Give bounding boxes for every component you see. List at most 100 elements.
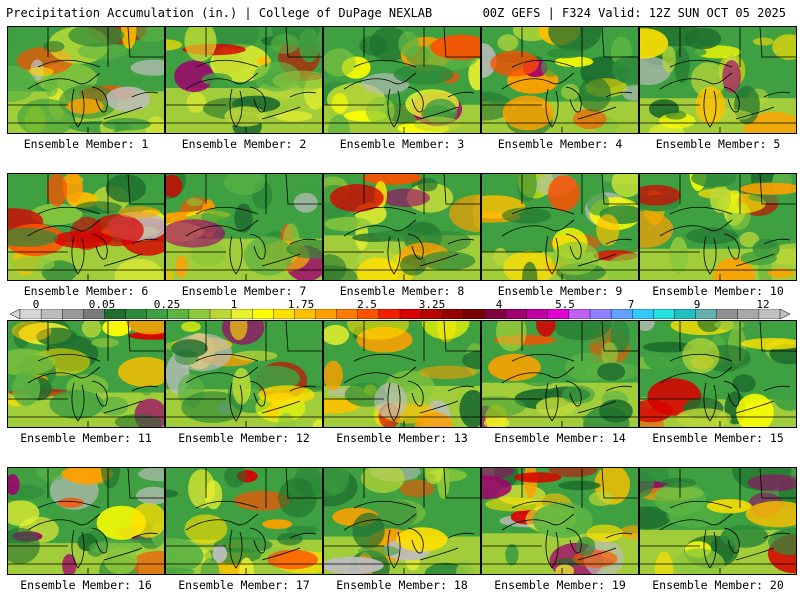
ensemble-member-label: Ensemble Member: 14 (494, 431, 626, 445)
precip-map (8, 321, 164, 427)
ensemble-member-label: Ensemble Member: 11 (20, 431, 152, 445)
ensemble-member-map (323, 320, 481, 428)
ensemble-member-map (7, 26, 165, 134)
colorbar-tick-label: 12 (756, 298, 770, 311)
colorbar-min-arrow (10, 309, 21, 319)
colorbar-segment (442, 309, 464, 319)
colorbar-segment (315, 309, 338, 319)
colorbar-segment (758, 309, 781, 319)
ensemble-member-label: Ensemble Member: 17 (178, 578, 310, 592)
header: Precipitation Accumulation (in.) | Colle… (0, 0, 800, 24)
ensemble-member-label: Ensemble Member: 15 (652, 431, 784, 445)
precip-map (640, 27, 796, 133)
ensemble-member-map (323, 26, 481, 134)
ensemble-member-map (639, 26, 797, 134)
colorbar-segment (484, 309, 507, 319)
colorbar (10, 309, 790, 319)
colorbar-segment (420, 309, 443, 319)
precip-map (166, 27, 322, 133)
ensemble-member-label: Ensemble Member: 2 (181, 137, 307, 151)
colorbar-segment (716, 309, 739, 319)
ensemble-member-map (481, 320, 639, 428)
ensemble-member-map (7, 467, 165, 575)
colorbar-tick-label: 7 (627, 298, 635, 311)
ensemble-member-map (7, 173, 165, 281)
colorbar-max-arrow (779, 309, 790, 319)
ensemble-member-label: Ensemble Member: 7 (181, 284, 307, 298)
colorbar-tick-label: 5.5 (555, 298, 575, 311)
ensemble-member-label: Ensemble Member: 3 (339, 137, 465, 151)
ensemble-member-label: Ensemble Member: 18 (336, 578, 468, 592)
ensemble-member-map (481, 467, 639, 575)
colorbar-segment (167, 309, 190, 319)
colorbar-tick-label: 1.75 (287, 298, 315, 311)
ensemble-member-map (165, 26, 323, 134)
ensemble-member-label: Ensemble Member: 19 (494, 578, 626, 592)
colorbar-segment (294, 309, 317, 319)
ensemble-member-label: Ensemble Member: 12 (178, 431, 310, 445)
colorbar-segment (83, 309, 105, 319)
precip-map (482, 321, 638, 427)
ensemble-member-label: Ensemble Member: 1 (23, 137, 149, 151)
colorbar-segment (104, 309, 127, 319)
ensemble-member-label: Ensemble Member: 6 (23, 284, 149, 298)
colorbar-segment (146, 309, 169, 319)
precip-map (8, 174, 164, 280)
colorbar-labels: 0 0.05 0.25 1 1.75 2.5 3.25 4 5.5 7 9 12 (0, 296, 800, 320)
ensemble-member-label: Ensemble Member: 4 (497, 137, 623, 151)
ensemble-member-map (165, 173, 323, 281)
colorbar-segment (737, 309, 760, 319)
chart-title: Precipitation Accumulation (in.) | Colle… (6, 6, 433, 20)
precip-map (482, 174, 638, 280)
precip-map (482, 468, 638, 574)
ensemble-member-map (323, 173, 481, 281)
colorbar-segment (653, 309, 675, 319)
colorbar-segment (547, 309, 570, 319)
ensemble-member-label: Ensemble Member: 9 (497, 284, 623, 298)
colorbar-segment (19, 309, 42, 319)
precip-map (324, 27, 480, 133)
ensemble-member-label: Ensemble Member: 13 (336, 431, 468, 445)
colorbar-tick-label: 0.05 (88, 298, 116, 311)
precip-map (8, 468, 164, 574)
ensemble-member-label: Ensemble Member: 20 (652, 578, 784, 592)
colorbar-segment (610, 309, 633, 319)
colorbar-segment (505, 309, 528, 319)
precip-map (166, 468, 322, 574)
precip-map (8, 27, 164, 133)
colorbar-segment (526, 309, 549, 319)
colorbar-segment (273, 309, 295, 319)
colorbar-segment (378, 309, 401, 319)
colorbar-tick-label: 0.25 (153, 298, 181, 311)
ensemble-member-label: Ensemble Member: 5 (655, 137, 781, 151)
colorbar-segment (463, 309, 485, 319)
precip-map (640, 321, 796, 427)
colorbar-segment (209, 309, 232, 319)
ensemble-member-label: Ensemble Member: 8 (339, 284, 465, 298)
ensemble-member-label: Ensemble Member: 16 (20, 578, 152, 592)
colorbar-segment (336, 309, 359, 319)
colorbar-tick-label: 2.5 (357, 298, 377, 311)
colorbar-segment (357, 309, 380, 319)
ensemble-member-map (639, 320, 797, 428)
precip-map (640, 468, 796, 574)
ensemble-member-map (165, 467, 323, 575)
ensemble-member-map (481, 173, 639, 281)
ensemble-member-map (481, 26, 639, 134)
colorbar-segment (188, 309, 211, 319)
precip-map (166, 321, 322, 427)
precip-map (324, 174, 480, 280)
colorbar-tick-label: 4 (495, 298, 503, 311)
colorbar-segment (399, 309, 422, 319)
colorbar-segment (589, 309, 612, 319)
ensemble-member-map (165, 320, 323, 428)
precip-map (166, 174, 322, 280)
colorbar-segment (568, 309, 591, 319)
precip-map (324, 468, 480, 574)
colorbar-tick-label: 3.25 (418, 298, 446, 311)
colorbar-tick-label: 9 (693, 298, 701, 311)
colorbar-tick-label: 0 (32, 298, 40, 311)
colorbar-segment (230, 309, 253, 319)
ensemble-member-map (7, 320, 165, 428)
colorbar-segment (125, 309, 148, 319)
